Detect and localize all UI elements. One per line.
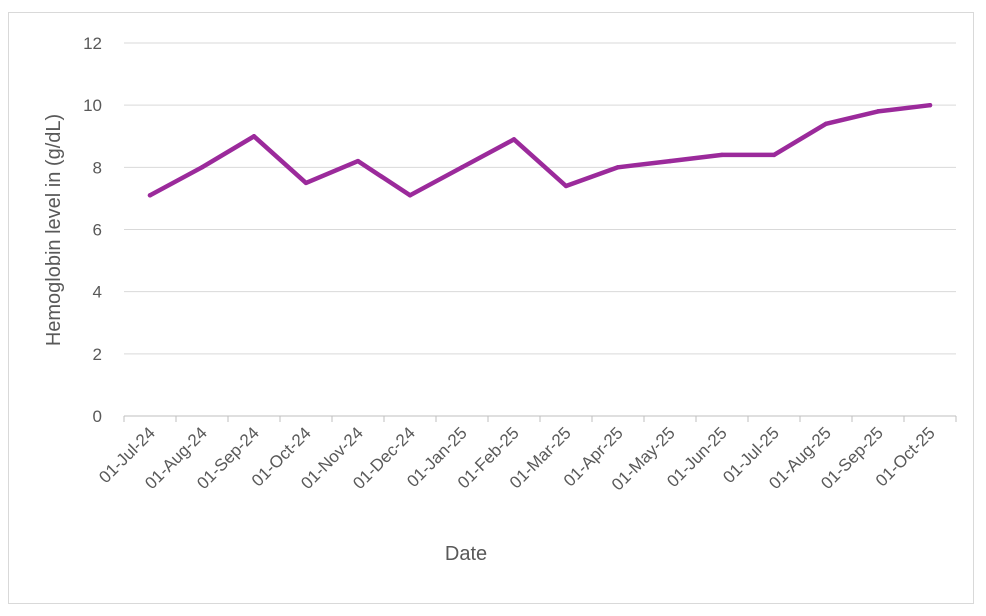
x-tick-labels: 01-Jul-2401-Aug-2401-Sep-2401-Oct-2401-N… bbox=[95, 423, 939, 494]
y-tick-labels: 0 2 4 6 8 10 12 bbox=[83, 34, 102, 426]
data-point bbox=[355, 158, 361, 164]
data-point bbox=[875, 109, 881, 114]
y-tick-label: 4 bbox=[93, 283, 102, 302]
data-point bbox=[407, 193, 413, 198]
y-axis-title: Hemoglobin level in (g/dL) bbox=[43, 114, 65, 346]
data-point bbox=[771, 152, 777, 158]
data-point bbox=[251, 134, 257, 139]
chart-frame bbox=[8, 12, 974, 604]
data-point bbox=[927, 102, 933, 108]
y-tick-label: 10 bbox=[83, 96, 102, 115]
axes bbox=[123, 415, 957, 422]
data-point bbox=[667, 158, 673, 164]
series-layer bbox=[147, 102, 933, 198]
data-point bbox=[719, 152, 725, 158]
y-tick-label: 0 bbox=[93, 407, 102, 426]
y-tick-label: 8 bbox=[93, 158, 102, 177]
series-line bbox=[147, 102, 933, 198]
data-point bbox=[199, 165, 205, 170]
y-tick-label: 12 bbox=[83, 34, 102, 53]
data-point bbox=[615, 165, 621, 170]
data-point bbox=[459, 165, 465, 170]
data-point bbox=[303, 180, 309, 186]
y-tick-label: 2 bbox=[93, 345, 102, 364]
x-axis-title: Date bbox=[445, 543, 487, 565]
data-point bbox=[147, 193, 153, 198]
y-tick-label: 6 bbox=[93, 221, 102, 240]
data-point bbox=[563, 183, 569, 189]
data-point bbox=[823, 121, 829, 127]
gridlines bbox=[124, 42, 956, 355]
data-point bbox=[511, 137, 517, 142]
